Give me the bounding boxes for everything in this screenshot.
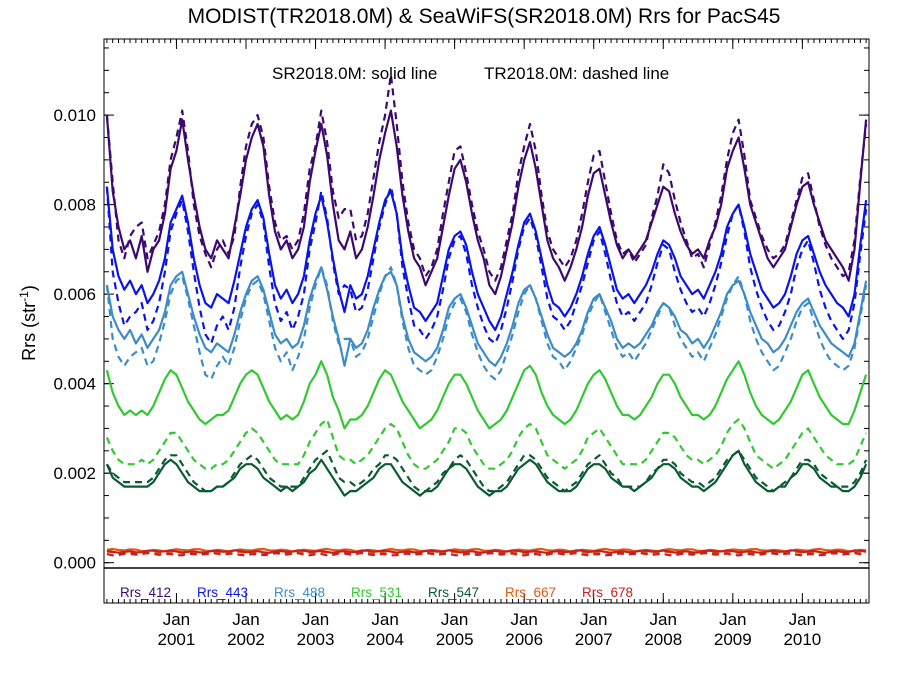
legend-item: Rrs_547 [428, 585, 479, 600]
x-tick-month-label: Jan [650, 610, 677, 629]
series-rrs-443 [105, 185, 868, 345]
x-tick-year-label: 2004 [366, 630, 404, 649]
legend-item: Rrs_667 [505, 585, 556, 600]
y-axis-label: Rrs (str-1) [17, 285, 39, 361]
y-tick-label: 0.002 [53, 464, 96, 483]
y-axis: 0.000 0.002 0.004 0.006 0.008 0.010 [53, 47, 869, 573]
legend-item: Rrs_488 [274, 585, 325, 600]
x-tick-year-label: 2009 [714, 630, 752, 649]
x-tick-month-label: Jan [302, 610, 329, 629]
series-dashed-line [105, 73, 868, 282]
series-solid-line [105, 360, 868, 430]
x-tick-year-label: 2003 [297, 630, 335, 649]
plot-area [103, 38, 870, 604]
x-tick-month-label: Jan [719, 610, 746, 629]
x-tick-year-label: 2006 [505, 630, 543, 649]
series-rrs-531 [105, 360, 868, 470]
legend: Rrs_412 Rrs_443 Rrs_488 Rrs_531 Rrs_547 Rrs_6… [120, 585, 633, 600]
y-axis-label-sup: -1 [17, 291, 31, 302]
x-tick-month-label: Jan [789, 610, 816, 629]
series-rrs-678 [106, 549, 867, 557]
x-tick-year-label: 2008 [644, 630, 682, 649]
annotation-dashed: TR2018.0M: dashed line [484, 64, 669, 83]
legend-item: Rrs_531 [351, 585, 402, 600]
y-tick-label: 0.006 [53, 285, 96, 304]
chart-title: MODIST(TR2018.0M) & SeaWiFS(SR2018.0M) R… [188, 5, 781, 28]
series-dashed-line [105, 185, 868, 345]
x-tick-month-label: Jan [163, 610, 190, 629]
legend-item: Rrs_412 [120, 585, 171, 600]
y-tick-label: 0.000 [53, 554, 96, 573]
x-tick-month-label: Jan [371, 610, 398, 629]
series-dashed-line [105, 418, 868, 470]
y-axis-label-close: ) [19, 285, 39, 291]
series-solid-line [105, 266, 868, 367]
series-solid-line [105, 109, 868, 296]
series-solid-line [105, 186, 868, 332]
y-tick-label: 0.008 [53, 196, 96, 215]
series-dashed-line [106, 551, 867, 557]
series-rrs-412 [105, 73, 868, 296]
series-rrs-488 [105, 266, 868, 381]
y-tick-label: 0.004 [53, 375, 96, 394]
series-dashed-line [105, 449, 868, 493]
y-axis-label-text: Rrs (str [19, 302, 39, 361]
y-tick-label: 0.010 [53, 106, 96, 125]
x-tick-month-label: Jan [232, 610, 259, 629]
plot-frame [103, 38, 870, 604]
series-dashed-line [105, 266, 868, 381]
x-tick-year-label: 2002 [227, 630, 265, 649]
series-layer [105, 73, 868, 557]
series-solid-line [105, 449, 868, 497]
x-axis: Jan2001Jan2002Jan2003Jan2004Jan2005Jan20… [106, 39, 867, 649]
x-tick-month-label: Jan [580, 610, 607, 629]
x-tick-year-label: 2007 [575, 630, 613, 649]
x-tick-year-label: 2005 [436, 630, 474, 649]
series-rrs-547 [105, 449, 868, 497]
series-solid-line [106, 549, 867, 554]
annotation-solid: SR2018.0M: solid line [272, 64, 437, 83]
x-tick-month-label: Jan [441, 610, 468, 629]
legend-item: Rrs_443 [197, 585, 248, 600]
x-tick-year-label: 2001 [158, 630, 196, 649]
x-tick-month-label: Jan [510, 610, 537, 629]
x-tick-year-label: 2010 [783, 630, 821, 649]
legend-item: Rrs_678 [582, 585, 633, 600]
